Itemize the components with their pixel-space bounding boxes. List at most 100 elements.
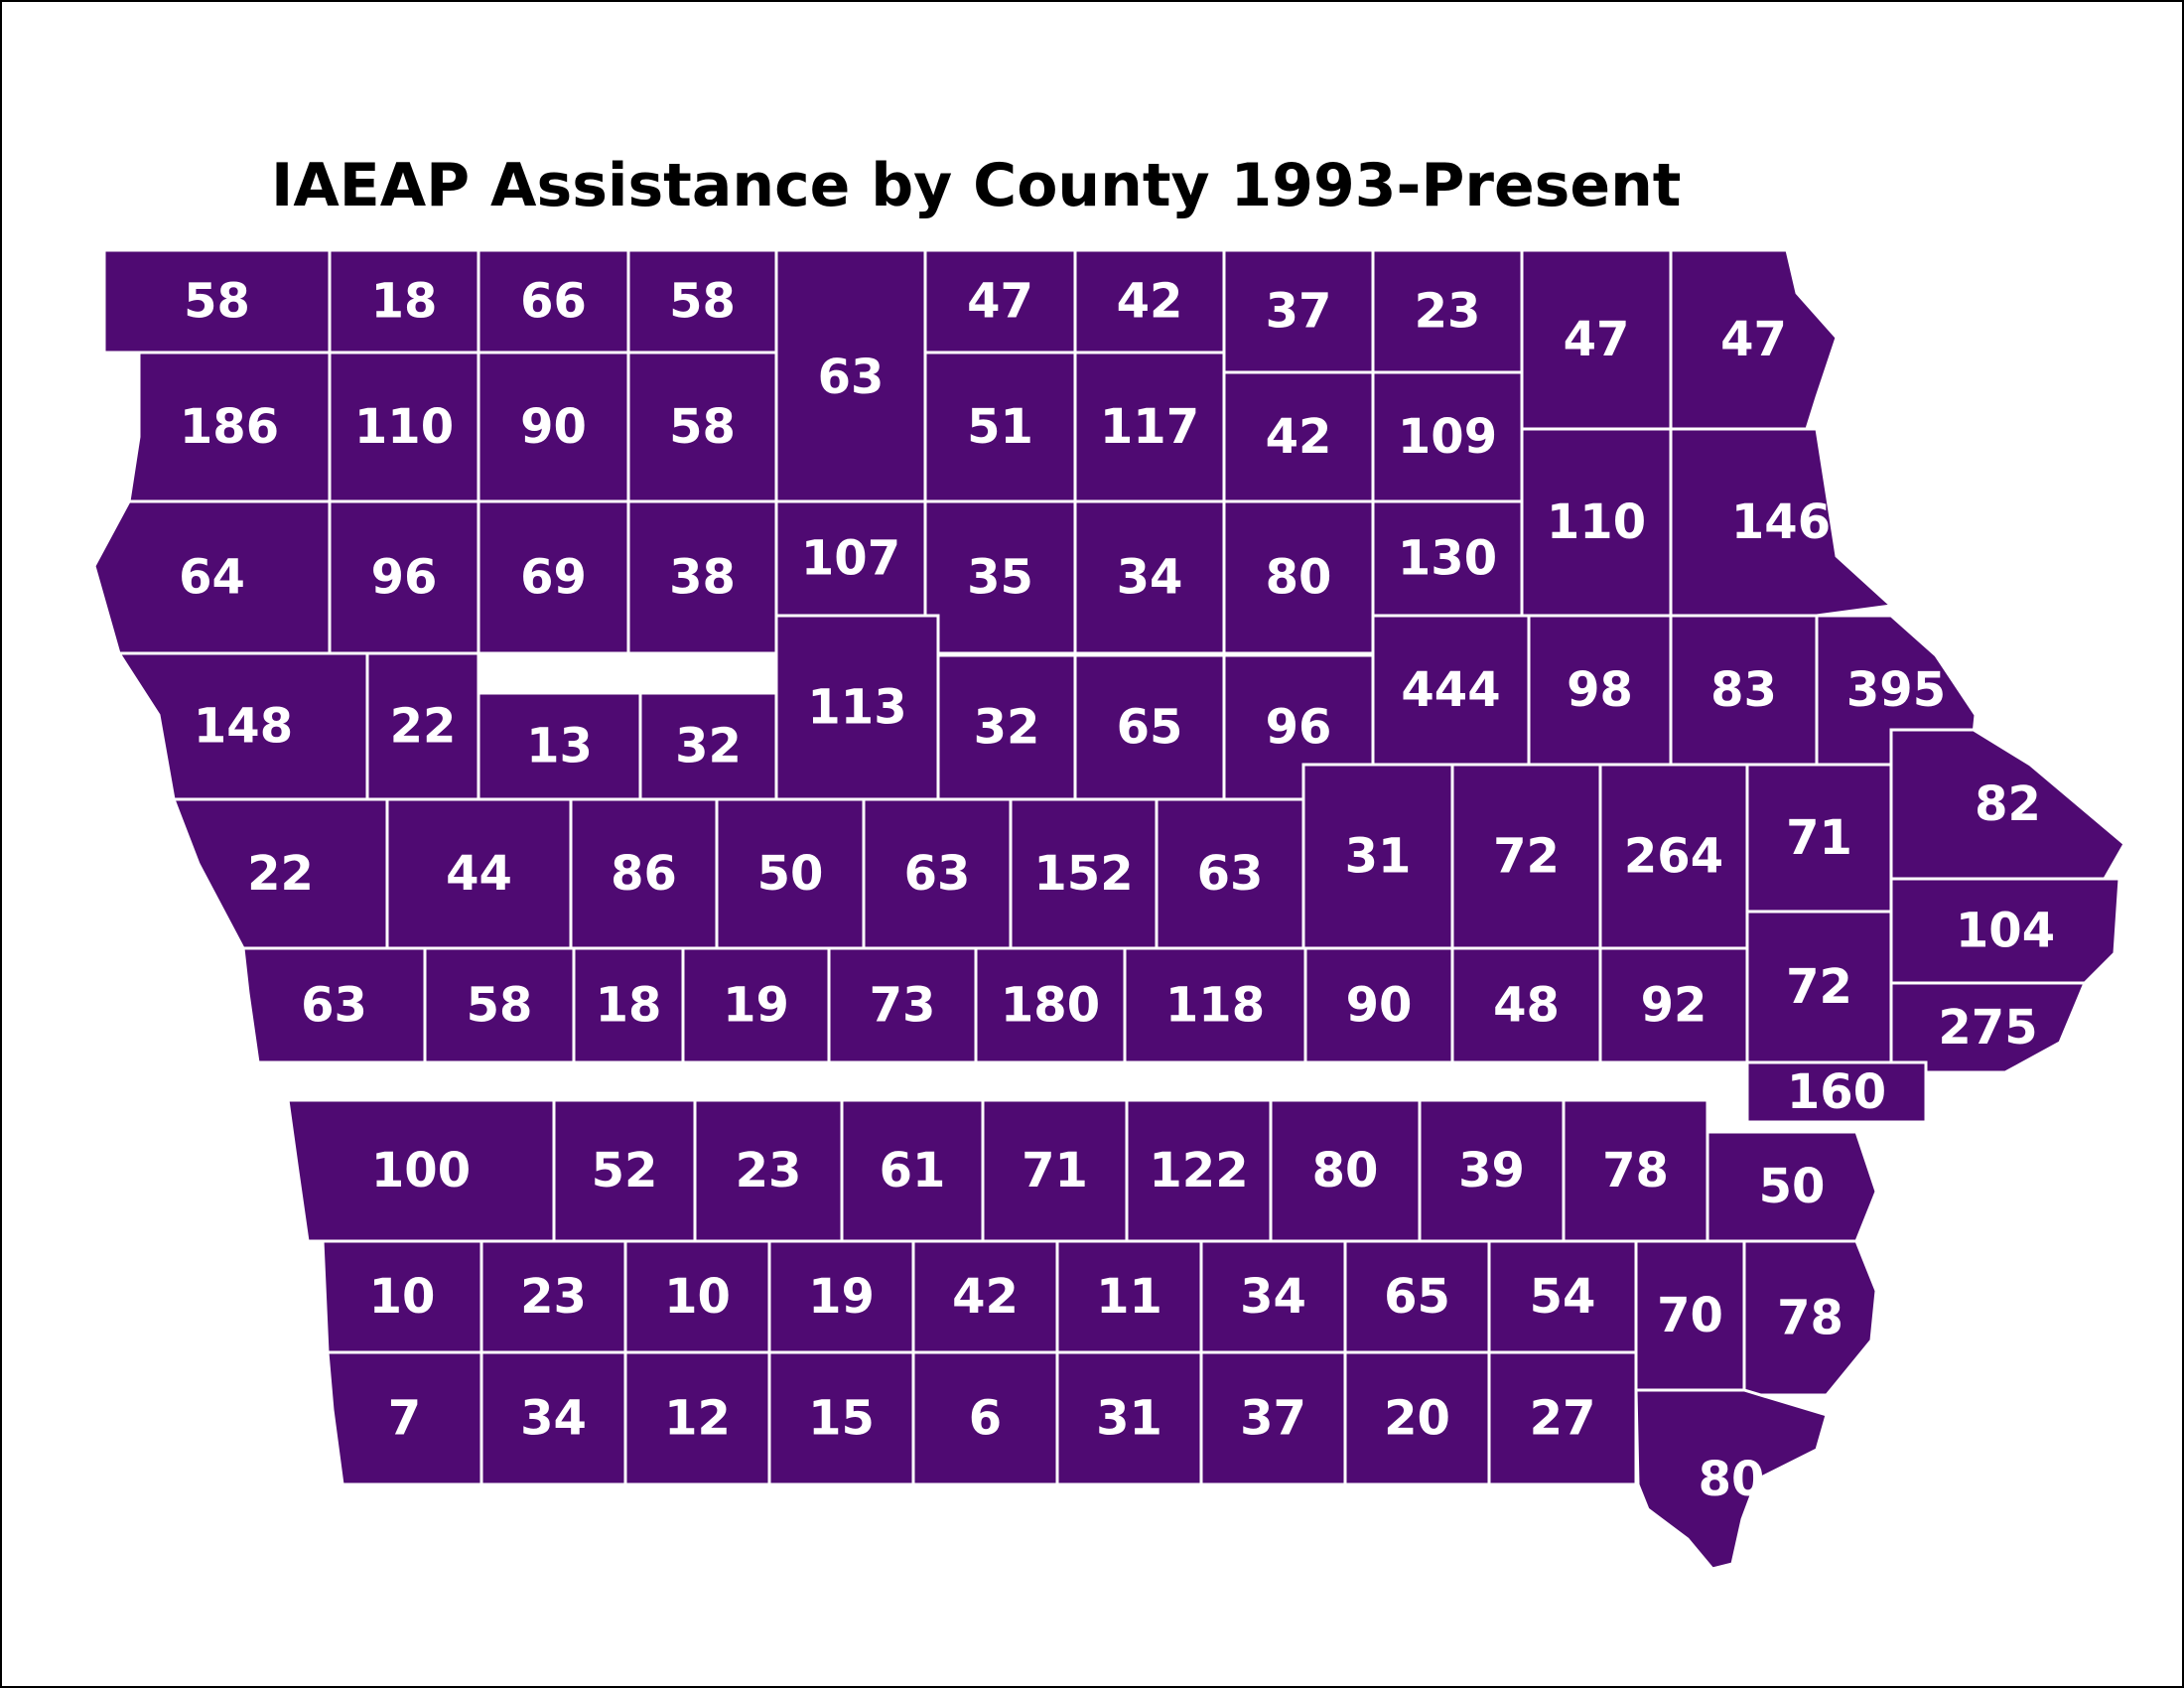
county-value-label: 264 bbox=[1624, 829, 1723, 885]
county-value-label: 52 bbox=[592, 1143, 658, 1198]
county-value-label: 92 bbox=[1641, 978, 1707, 1034]
county-value-label: 146 bbox=[1731, 494, 1831, 550]
county-value-label: 11 bbox=[1096, 1269, 1162, 1325]
county-value-label: 148 bbox=[194, 699, 293, 755]
county-value-label: 7 bbox=[388, 1391, 421, 1447]
county-value-label: 31 bbox=[1345, 829, 1412, 885]
county-value-label: 61 bbox=[880, 1143, 946, 1198]
county-value-label: 64 bbox=[179, 550, 245, 606]
county-value-label: 110 bbox=[354, 399, 454, 455]
county-value-label: 69 bbox=[520, 550, 587, 606]
county-value-label: 47 bbox=[1720, 312, 1787, 367]
county-value-label: 78 bbox=[1602, 1143, 1669, 1198]
county-value-label: 44 bbox=[446, 846, 512, 902]
county-value-label: 63 bbox=[301, 978, 367, 1034]
county-value-label: 13 bbox=[526, 719, 593, 774]
county-value-label: 48 bbox=[1493, 978, 1560, 1034]
county-value-label: 10 bbox=[369, 1269, 436, 1325]
county-region bbox=[1487, 1350, 1638, 1486]
county-value-label: 50 bbox=[1759, 1159, 1826, 1214]
county-value-label: 35 bbox=[967, 550, 1033, 606]
county-value-label: 117 bbox=[1100, 399, 1199, 455]
county-value-label: 20 bbox=[1384, 1391, 1450, 1447]
county-value-label: 100 bbox=[371, 1143, 471, 1198]
county-value-label: 72 bbox=[1786, 959, 1852, 1015]
county-value-label: 51 bbox=[967, 399, 1033, 455]
county-value-label: 73 bbox=[870, 978, 936, 1034]
county-value-label: 109 bbox=[1398, 409, 1497, 465]
county-value-label: 83 bbox=[1710, 662, 1777, 718]
county-value-label: 63 bbox=[818, 350, 885, 405]
county-value-label: 82 bbox=[1975, 776, 2041, 832]
county-value-label: 71 bbox=[1786, 810, 1852, 866]
county-region bbox=[241, 946, 427, 1064]
county-region bbox=[1634, 1388, 1829, 1571]
county-value-label: 37 bbox=[1266, 284, 1332, 340]
county-value-label: 42 bbox=[952, 1269, 1019, 1325]
county-value-label: 38 bbox=[669, 550, 736, 606]
county-value-label: 23 bbox=[520, 1269, 587, 1325]
county-value-label: 32 bbox=[974, 700, 1040, 756]
county-value-label: 118 bbox=[1165, 978, 1265, 1034]
county-value-label: 90 bbox=[520, 399, 587, 455]
county-value-label: 23 bbox=[736, 1143, 802, 1198]
county-value-label: 54 bbox=[1530, 1269, 1596, 1325]
county-value-label: 72 bbox=[1493, 829, 1560, 885]
county-value-label: 113 bbox=[807, 680, 906, 736]
county-value-label: 186 bbox=[180, 399, 279, 455]
county-region bbox=[1745, 1060, 1928, 1124]
county-value-label: 96 bbox=[1266, 700, 1332, 756]
county-value-label: 90 bbox=[1346, 978, 1413, 1034]
county-value-label: 122 bbox=[1149, 1143, 1248, 1198]
county-value-label: 80 bbox=[1699, 1452, 1765, 1507]
county-value-label: 58 bbox=[669, 274, 736, 330]
county-value-label: 96 bbox=[371, 550, 438, 606]
county-value-label: 42 bbox=[1117, 274, 1183, 330]
county-value-label: 71 bbox=[1022, 1143, 1088, 1198]
county-value-label: 444 bbox=[1401, 662, 1500, 718]
county-value-label: 395 bbox=[1846, 662, 1946, 718]
county-value-label: 98 bbox=[1567, 662, 1633, 718]
county-value-label: 34 bbox=[1240, 1269, 1306, 1325]
county-value-label: 47 bbox=[967, 274, 1033, 330]
county-value-label: 6 bbox=[969, 1391, 1002, 1447]
county-value-label: 22 bbox=[247, 846, 314, 902]
county-value-label: 19 bbox=[723, 978, 789, 1034]
county-value-label: 47 bbox=[1564, 312, 1630, 367]
county-value-label: 86 bbox=[611, 846, 677, 902]
county-value-label: 63 bbox=[904, 846, 971, 902]
county-value-label: 130 bbox=[1398, 531, 1497, 587]
county-value-label: 37 bbox=[1240, 1391, 1306, 1447]
county-value-label: 63 bbox=[1197, 846, 1264, 902]
county-value-label: 104 bbox=[1956, 904, 2055, 959]
county-value-label: 80 bbox=[1266, 550, 1332, 606]
county-value-label: 152 bbox=[1033, 846, 1133, 902]
county-value-label: 58 bbox=[467, 978, 533, 1034]
county-value-label: 275 bbox=[1938, 1000, 2037, 1055]
county-value-label: 107 bbox=[801, 531, 900, 587]
county-value-label: 50 bbox=[757, 846, 824, 902]
county-value-label: 34 bbox=[520, 1391, 587, 1447]
county-value-label: 70 bbox=[1657, 1288, 1723, 1343]
county-value-label: 110 bbox=[1547, 494, 1646, 550]
map-title: IAEAP Assistance by County 1993-Present bbox=[271, 151, 1682, 220]
county-value-label: 39 bbox=[1458, 1143, 1525, 1198]
county-value-label: 32 bbox=[675, 719, 742, 774]
county-value-label: 31 bbox=[1096, 1391, 1162, 1447]
county-value-label: 78 bbox=[1777, 1291, 1843, 1346]
county-value-label: 58 bbox=[669, 399, 736, 455]
county-value-label: 58 bbox=[184, 274, 250, 330]
county-value-label: 180 bbox=[1001, 978, 1100, 1034]
county-value-label: 80 bbox=[1312, 1143, 1379, 1198]
county-value-label: 23 bbox=[1415, 284, 1481, 340]
county-value-label: 19 bbox=[808, 1269, 875, 1325]
county-value-label: 34 bbox=[1117, 550, 1183, 606]
county-region bbox=[326, 1350, 483, 1486]
county-region bbox=[1889, 981, 2088, 1074]
county-value-label: 66 bbox=[520, 274, 587, 330]
county-value-label: 65 bbox=[1384, 1269, 1450, 1325]
county-value-label: 160 bbox=[1787, 1064, 1886, 1120]
county-value-label: 65 bbox=[1117, 700, 1183, 756]
